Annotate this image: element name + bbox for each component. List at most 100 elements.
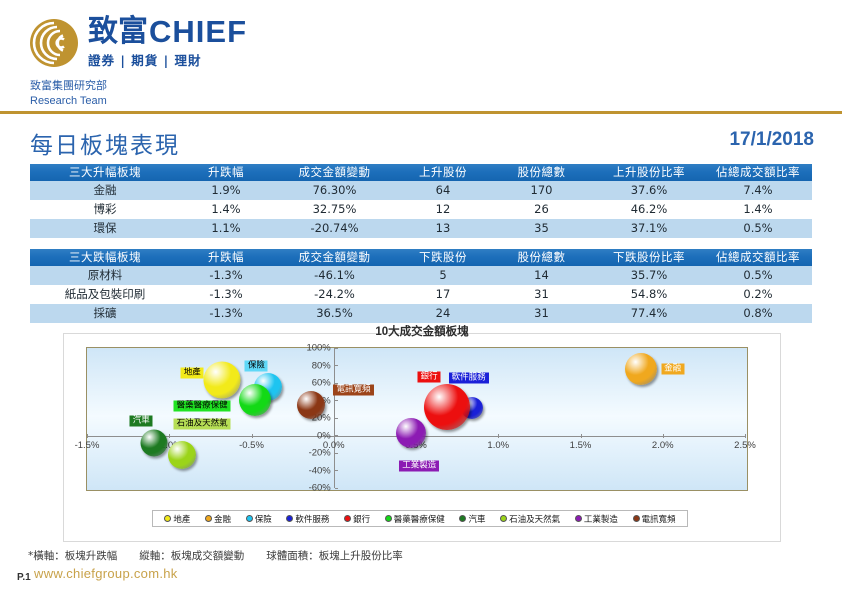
- data-cell: 1.9%: [180, 181, 272, 200]
- legend-item-軟件服務[interactable]: 軟件服務: [286, 513, 329, 525]
- data-cell: 32.75%: [272, 200, 397, 219]
- legend-item-工業製造[interactable]: 工業製造: [574, 513, 618, 525]
- legend-item-地產[interactable]: 地產: [164, 513, 190, 525]
- bubble-電訊寬頻[interactable]: [296, 390, 325, 419]
- data-cell: 17: [397, 285, 489, 304]
- page-title: 每日板塊表現: [30, 133, 180, 159]
- legend-marker-icon: [164, 515, 172, 522]
- legend-marker-icon: [632, 515, 640, 522]
- data-cell: 5: [397, 266, 489, 285]
- chart-footnote: *橫軸：板塊升跌幅 縱軸：板塊成交額變動 球體面積：板塊上升股份比率: [28, 548, 403, 563]
- gainers-table: 三大升幅板塊 升跌幅 成交金額變動 上升股份 股份總數 上升股份比率 佔總成交額比率 金融 1…: [30, 164, 812, 238]
- data-cell: 0.8%: [704, 304, 812, 323]
- legend-item-汽車[interactable]: 汽車: [459, 513, 485, 525]
- bubble-label-軟件服務: 軟件服務: [448, 372, 489, 384]
- data-cell: 35.7%: [594, 266, 704, 285]
- data-cell: 1.1%: [180, 219, 272, 238]
- legend-label: 石油及天然氣: [509, 514, 561, 525]
- bubble-label-銀行: 銀行: [417, 371, 441, 383]
- y-axis-tick-label: 20%: [311, 412, 331, 424]
- y-axis-tick: [334, 347, 338, 349]
- column-header-5: 上升股份比率: [594, 164, 704, 181]
- data-cell: 64: [397, 181, 489, 200]
- x-axis-tick: [87, 433, 88, 438]
- x-axis-tick: [169, 433, 171, 438]
- legend-label: 金融: [214, 514, 232, 525]
- losers-table-body: 原材料 -1.3% -46.1% 5 14 35.7% 0.5% 紙品及包裝印刷 -1.3% -2…: [30, 266, 812, 323]
- footnote-y-axis: 縱軸：板塊成交額變動: [139, 550, 245, 562]
- y-axis-tick-label: -60%: [308, 482, 331, 494]
- logo-english-name: CHIEF: [149, 14, 247, 49]
- y-axis-tick: [334, 487, 338, 489]
- data-cell: 7.4%: [704, 181, 812, 200]
- data-cell: -1.3%: [180, 266, 272, 285]
- bubble-金融[interactable]: [625, 353, 658, 385]
- table-row: 原材料 -1.3% -46.1% 5 14 35.7% 0.5%: [30, 266, 812, 285]
- data-cell: 0.5%: [704, 266, 812, 285]
- x-axis-tick: [498, 433, 500, 438]
- x-axis-tick-label: -1.5%: [74, 439, 100, 451]
- sector-name-cell: 金融: [30, 181, 180, 200]
- column-header-4: 股份總數: [489, 164, 594, 181]
- y-axis-tick: [334, 400, 338, 401]
- logo-chinese-name: 致富: [88, 14, 148, 49]
- column-header-1: 升跌幅: [180, 164, 272, 181]
- x-axis-tick: [580, 433, 582, 438]
- data-cell: 31: [489, 304, 594, 323]
- bubble-chart: 10大成交金額板塊 -1.5%-1.0%-0.5%0.0%0.5%1.0%1.5…: [63, 324, 781, 542]
- y-axis-line: [333, 348, 335, 488]
- legend-item-電訊寬頻[interactable]: 電訊寬頻: [632, 513, 676, 525]
- y-axis-tick-label: -20%: [308, 447, 331, 459]
- column-header-0: 三大跌幅板塊: [30, 249, 180, 266]
- data-cell: -24.2%: [272, 285, 397, 304]
- bubble-label-電訊寬頻: 電訊寬頻: [333, 384, 374, 396]
- data-cell: 54.8%: [594, 285, 704, 304]
- legend-marker-icon: [384, 515, 392, 522]
- legend-label: 電訊寬頻: [641, 514, 676, 525]
- data-cell: 36.5%: [272, 304, 397, 323]
- data-cell: 76.30%: [272, 181, 397, 200]
- x-axis-tick-label: 2.5%: [734, 439, 756, 451]
- y-axis-tick-label: 80%: [311, 360, 331, 371]
- legend-item-銀行[interactable]: 銀行: [344, 513, 370, 525]
- column-header-6: 佔總成交額比率: [704, 164, 812, 181]
- x-axis-tick-label: 2.0%: [651, 439, 674, 451]
- data-cell: 0.2%: [704, 285, 812, 304]
- bubble-工業製造[interactable]: [396, 417, 427, 448]
- sector-name-cell: 紙品及包裝印刷: [30, 285, 180, 304]
- data-cell: 0.5%: [704, 219, 812, 238]
- bubble-醫藥醫療保健[interactable]: [238, 383, 271, 416]
- sector-name-cell: 環保: [30, 219, 180, 238]
- logo-tagline: 證券 | 期貨 | 理財: [88, 53, 202, 68]
- legend-label: 保險: [254, 514, 272, 525]
- department-name-cn: 致富集團研究部: [30, 79, 107, 92]
- data-cell: 170: [489, 181, 594, 200]
- website-url[interactable]: www.chiefgroup.com.hk: [34, 566, 178, 581]
- y-axis-tick: [334, 365, 338, 366]
- legend-marker-icon: [574, 515, 582, 522]
- bubble-label-金融: 金融: [661, 363, 685, 375]
- losers-table: 三大跌幅板塊 升跌幅 成交金額變動 下跌股份 股份總數 下跌股份比率 佔總成交額比率 原材料…: [30, 249, 812, 323]
- legend-item-醫藥醫療保健[interactable]: 醫藥醫療保健: [384, 513, 445, 525]
- bubble-石油及天然氣[interactable]: [168, 440, 197, 469]
- data-cell: -46.1%: [272, 266, 397, 285]
- legend-item-金融[interactable]: 金融: [205, 513, 231, 525]
- bubble-汽車[interactable]: [140, 429, 168, 456]
- data-cell: 46.2%: [594, 200, 704, 219]
- y-axis-tick: [334, 382, 338, 384]
- bubble-label-工業製造: 工業製造: [399, 460, 440, 472]
- legend-item-保險[interactable]: 保險: [245, 513, 272, 525]
- data-cell: 37.1%: [594, 219, 704, 238]
- company-logo: 致富 CHIEF 證券 | 期貨 | 理財: [28, 16, 247, 69]
- column-header-3: 下跌股份: [397, 249, 489, 266]
- data-cell: -1.3%: [180, 304, 272, 323]
- department-name-en: Research Team: [30, 94, 107, 107]
- gainers-table-body: 金融 1.9% 76.30% 64 170 37.6% 7.4% 博彩 1.4% 32.75% 12…: [30, 181, 812, 238]
- bubble-銀行[interactable]: [424, 383, 471, 430]
- legend-item-石油及天然氣[interactable]: 石油及天然氣: [500, 513, 560, 525]
- column-header-2: 成交金額變動: [272, 164, 397, 181]
- x-axis-tick: [333, 433, 335, 438]
- sector-name-cell: 採礦: [30, 304, 180, 323]
- bubble-地產[interactable]: [203, 361, 241, 399]
- x-axis-tick: [251, 433, 253, 438]
